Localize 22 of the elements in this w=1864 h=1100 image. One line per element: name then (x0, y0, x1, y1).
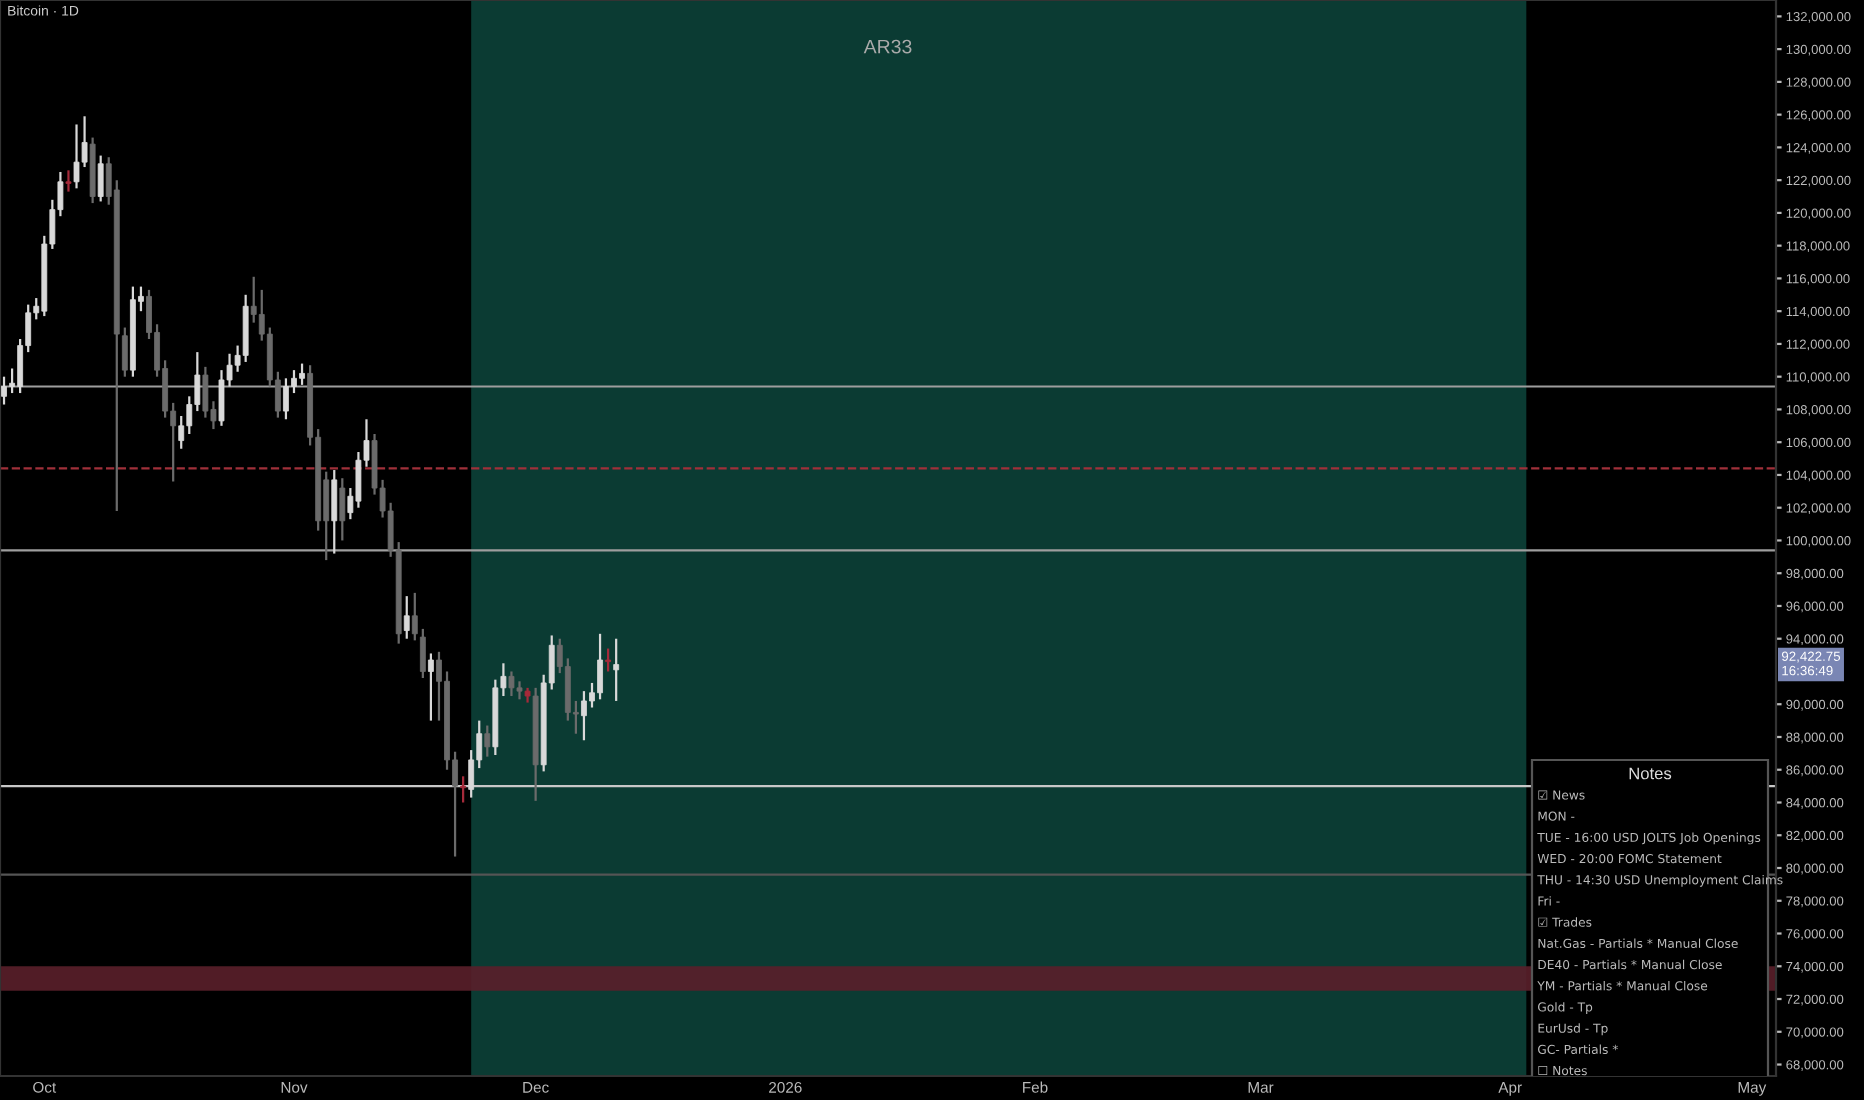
candlestick (121, 326, 128, 378)
candlestick (581, 690, 587, 742)
candlestick (299, 362, 305, 386)
candlestick (65, 169, 72, 193)
candlestick (1, 375, 7, 406)
annotation: Notes (1629, 767, 1672, 780)
candlestick (331, 468, 338, 555)
candlestick (597, 632, 603, 701)
candlestick (613, 637, 620, 703)
candlestick (508, 670, 515, 698)
text: AR33 (863, 39, 912, 54)
candlestick (339, 477, 346, 542)
candlestick (427, 652, 434, 722)
candlestick (460, 775, 467, 804)
candlestick (283, 377, 289, 421)
candlestick (73, 123, 80, 190)
candlestick (605, 647, 612, 673)
candlestick (403, 595, 410, 640)
candlestick (484, 724, 491, 758)
candlestick (97, 154, 104, 203)
candlestick (411, 591, 418, 642)
candlestick (419, 627, 426, 680)
